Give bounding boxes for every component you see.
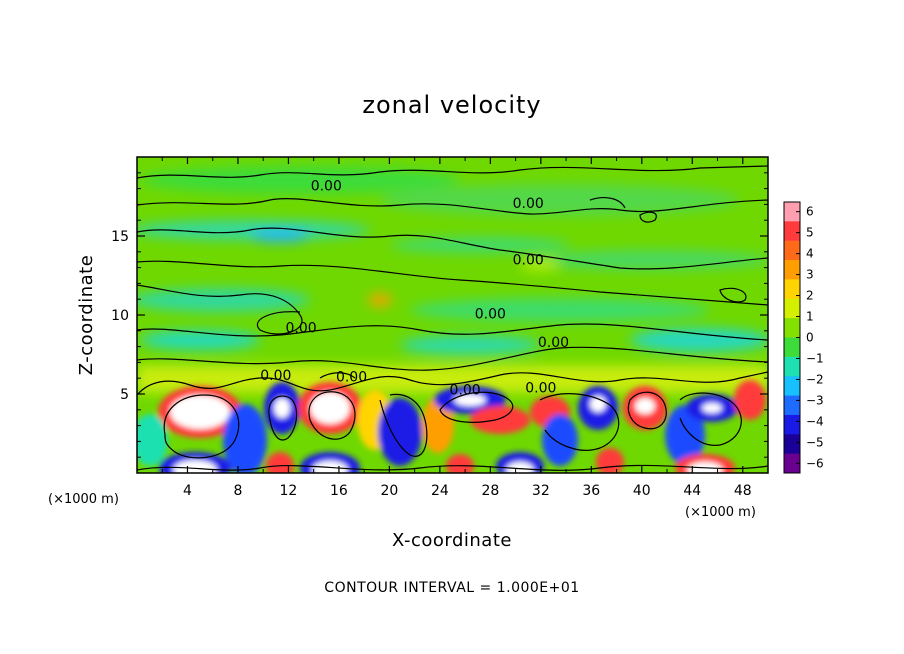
contour-label: 0.00 (525, 381, 556, 397)
colorbar-swatch (784, 356, 800, 377)
colorbar-tick-label: −1 (806, 351, 824, 365)
colorbar-swatch (784, 221, 800, 242)
y-tick-label: 10 (111, 308, 129, 324)
colorbar-swatch (784, 260, 800, 280)
x-tick-label: 28 (481, 483, 499, 499)
contour-lines (137, 165, 768, 471)
y-tick-label: 5 (120, 387, 129, 403)
x-axis-label: X-coordinate (392, 530, 512, 551)
plot-area: 0.00 0.00 0.00 0.00 0.00 0.00 0.00 0.00 0.00 0.00 (137, 157, 768, 473)
contour-label: 0.00 (450, 382, 481, 398)
contour-label: 0.00 (538, 335, 569, 351)
colorbar-tick-label: 3 (806, 268, 814, 282)
colorbar-swatch (784, 376, 800, 397)
x-axis-units: (×1000 m) (685, 505, 756, 520)
x-tick-label: 8 (233, 483, 242, 499)
colorbar: 6 5 4 3 2 1 0 −1 −2 −3 −4 −5 −6 (783, 201, 824, 474)
colorbar-swatch (784, 414, 800, 435)
contour-label: 0.00 (513, 196, 544, 212)
x-tick-label: 24 (431, 483, 449, 499)
contour-label: 0.00 (285, 321, 316, 337)
colorbar-swatch (784, 318, 800, 338)
y-axis-units: (×1000 m) (48, 492, 119, 507)
colorbar-tick-label: −3 (806, 393, 824, 407)
colorbar-swatch (784, 279, 800, 300)
x-tick-label: 4 (183, 483, 192, 499)
colorbar-swatch (784, 434, 800, 455)
x-tick-label: 48 (734, 483, 752, 499)
contour-interval-note: CONTOUR INTERVAL = 1.000E+01 (324, 580, 579, 596)
colorbar-tick-label: 2 (806, 289, 814, 303)
colorbar-swatch (784, 395, 800, 416)
x-tick-label: 36 (582, 483, 600, 499)
colorbar-tick-label: −4 (806, 414, 824, 428)
x-tick-label: 40 (633, 483, 651, 499)
colorbar-swatch (784, 240, 800, 261)
colorbar-tick-label: −6 (806, 456, 824, 470)
y-axis-label: Z-coordinate (76, 255, 97, 376)
colorbar-tick-label: −5 (806, 435, 824, 449)
y-axis: 5 10 15 (111, 172, 768, 458)
colorbar-swatch (784, 298, 800, 319)
colorbar-tick-label: 1 (806, 310, 814, 324)
y-tick-label: 15 (111, 229, 129, 245)
colorbar-tick-label: 5 (806, 226, 814, 240)
x-axis: 4 8 12 16 20 24 28 32 36 40 44 48 (161, 157, 752, 499)
contour-label: 0.00 (475, 306, 506, 322)
contour-label: 0.00 (311, 178, 342, 194)
contour-label: 0.00 (260, 368, 291, 384)
contour-label: 0.00 (513, 253, 544, 269)
colorbar-tick-label: 4 (806, 247, 814, 261)
x-tick-label: 12 (280, 483, 298, 499)
colorbar-tick-label: 0 (806, 331, 814, 345)
x-tick-label: 20 (380, 483, 398, 499)
colorbar-tick-label: 6 (806, 205, 814, 219)
contour-labels: 0.00 0.00 0.00 0.00 0.00 0.00 0.00 0.00 0.00 0.00 (260, 178, 569, 398)
chart-title: zonal velocity (362, 91, 541, 119)
x-tick-label: 16 (330, 483, 348, 499)
x-tick-label: 32 (532, 483, 550, 499)
colorbar-swatch (784, 453, 800, 474)
contour-label: 0.00 (336, 370, 367, 386)
colorbar-swatch (784, 202, 800, 222)
x-tick-label: 44 (683, 483, 701, 499)
colorbar-swatch (784, 337, 800, 358)
colorbar-tick-label: −2 (806, 372, 824, 386)
